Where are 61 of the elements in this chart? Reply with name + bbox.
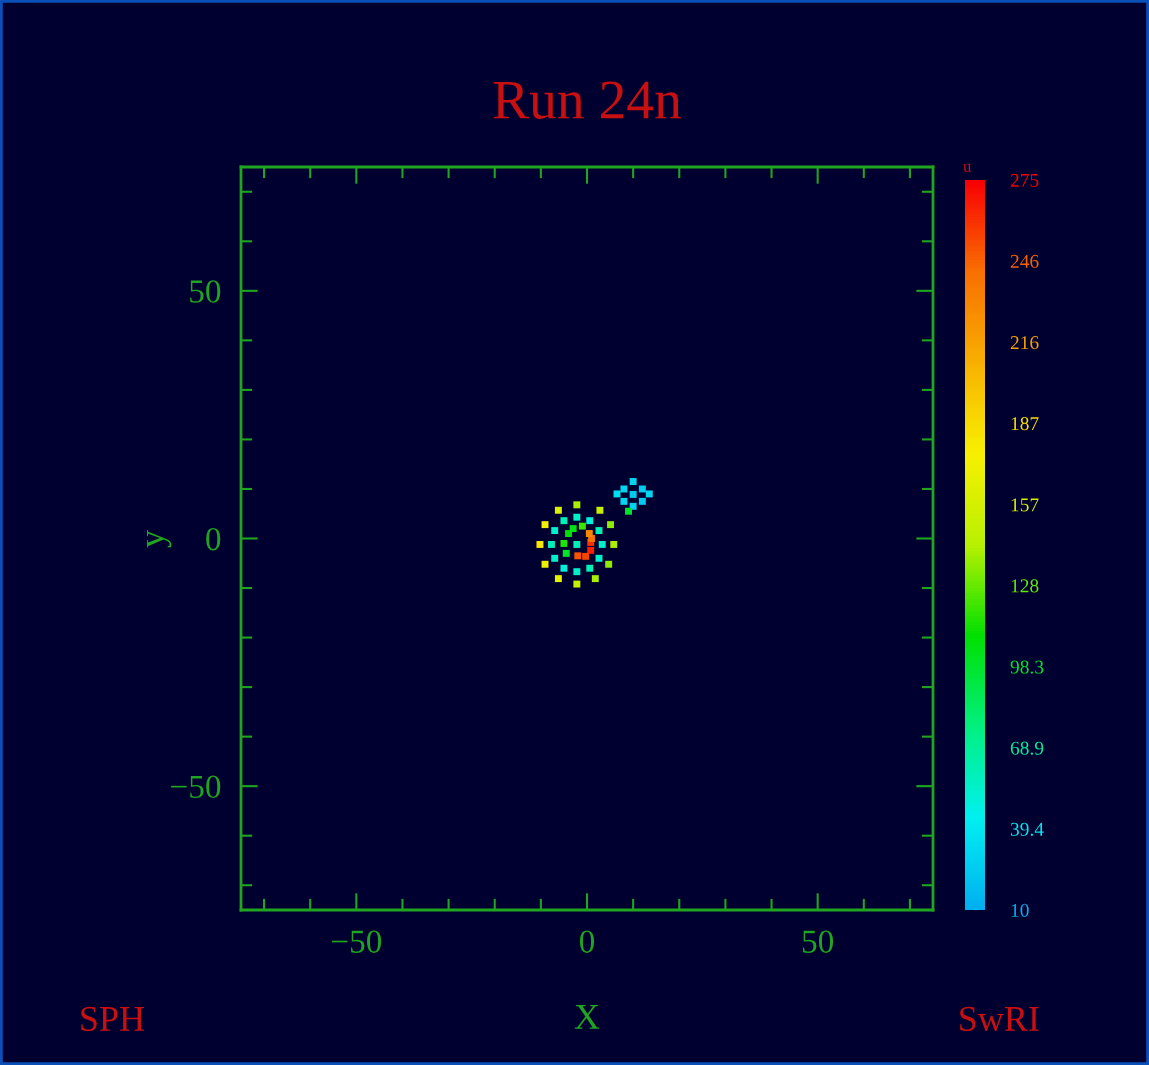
- point: [554, 506, 562, 514]
- point: [625, 507, 632, 515]
- point: [610, 540, 618, 548]
- color-bar-label: 10: [1011, 903, 1029, 917]
- point: [574, 552, 582, 560]
- point: [565, 530, 573, 538]
- color-bar-label: 275: [1010, 173, 1039, 187]
- point: [569, 525, 577, 533]
- x-tick-label: 0: [579, 930, 595, 953]
- point: [586, 517, 594, 525]
- point: [645, 490, 653, 498]
- point: [573, 501, 581, 509]
- color-bar-label: 246: [1010, 254, 1039, 268]
- y-tick-label: −50: [171, 775, 221, 799]
- point: [560, 564, 568, 572]
- y-tick-label: 50: [190, 280, 221, 303]
- point: [548, 540, 555, 548]
- chart-title: Run 24n: [493, 81, 682, 119]
- y-axis-title: y: [147, 530, 172, 548]
- y-tick-label: 0: [206, 527, 221, 551]
- point: [573, 540, 581, 548]
- point: [582, 552, 590, 560]
- color-bar-label: 68.9: [1010, 741, 1044, 755]
- x-axis-title: X: [574, 1005, 600, 1029]
- color-bar-label: 98.3: [1010, 660, 1044, 674]
- point: [551, 554, 559, 562]
- color-bar-label: 39.4: [1010, 822, 1044, 836]
- color-bar-label: 187: [1011, 417, 1039, 431]
- point: [587, 546, 595, 554]
- point: [629, 490, 637, 498]
- point: [629, 478, 637, 486]
- x-tick-label: 50: [802, 930, 834, 953]
- point: [554, 575, 562, 583]
- point: [573, 580, 581, 588]
- text: SPH: [81, 1006, 145, 1032]
- point: [551, 527, 559, 535]
- point: [578, 522, 586, 530]
- point: [620, 485, 628, 493]
- point: [585, 530, 593, 538]
- point: [573, 568, 581, 576]
- point: [638, 497, 646, 505]
- color-bar-label: 157: [1011, 498, 1039, 512]
- point: [560, 517, 568, 525]
- text: SwRI: [960, 1006, 1039, 1032]
- point: [607, 521, 614, 529]
- point: [560, 539, 568, 547]
- point: [586, 564, 594, 572]
- point: [596, 506, 604, 514]
- point: [536, 540, 544, 548]
- point: [591, 575, 599, 583]
- point: [573, 513, 581, 521]
- point: [638, 485, 646, 493]
- point: [629, 502, 637, 510]
- point: [562, 549, 570, 557]
- point: [605, 560, 613, 568]
- color-bar-title: u: [963, 164, 972, 172]
- color-bar-label: 128: [1011, 579, 1039, 593]
- x-tick-label: −50: [331, 930, 382, 953]
- point: [598, 540, 606, 548]
- point: [620, 497, 628, 505]
- color-bar-label: 216: [1010, 336, 1039, 350]
